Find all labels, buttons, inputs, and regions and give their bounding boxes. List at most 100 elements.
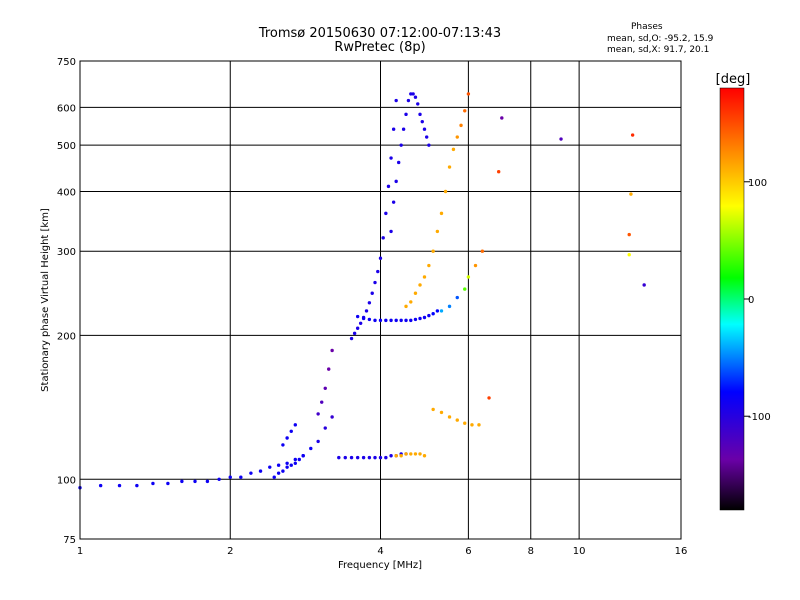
data-point (473, 263, 478, 268)
data-point (470, 423, 474, 427)
data-point (135, 483, 139, 488)
data-point (281, 443, 285, 447)
y-tick-label: 300 (57, 247, 76, 258)
data-point (343, 455, 347, 460)
data-point (367, 455, 372, 460)
data-point (330, 348, 334, 353)
data-point (285, 465, 289, 469)
data-point (418, 316, 422, 321)
data-points (78, 92, 646, 490)
data-point (443, 189, 448, 194)
data-point (384, 318, 388, 323)
data-point (418, 452, 422, 456)
data-point (394, 318, 398, 323)
data-point (413, 95, 418, 99)
data-point (431, 312, 435, 316)
data-point (399, 318, 403, 323)
colorbar-tick-label: 0 (748, 295, 754, 306)
x-axis-label: Frequency [MHz] (338, 560, 422, 571)
colorbar-label: [deg] (716, 72, 751, 87)
data-point (389, 318, 393, 323)
data-point (355, 455, 360, 460)
x-tick-label: 8 (528, 546, 534, 557)
data-point (381, 236, 385, 240)
data-point (285, 461, 289, 466)
data-point (323, 386, 327, 391)
data-point (401, 127, 406, 131)
data-point (455, 295, 459, 300)
data-point (389, 454, 393, 458)
data-point (477, 423, 481, 427)
data-point (389, 156, 393, 160)
data-point (404, 318, 408, 323)
colorbar-tick-label: 100 (748, 178, 767, 189)
data-point (409, 92, 413, 96)
data-point (422, 127, 427, 131)
data-point (459, 123, 463, 128)
colorbar-tick-label: -100 (748, 412, 771, 423)
data-point (413, 452, 418, 456)
x-tick-label: 4 (377, 546, 383, 557)
data-point (455, 135, 459, 139)
data-point (406, 98, 411, 103)
data-point (258, 469, 263, 473)
data-point (409, 318, 413, 323)
data-point (427, 143, 431, 147)
data-point (205, 479, 210, 484)
data-point (463, 421, 467, 425)
data-point (642, 283, 646, 287)
y-tick-label: 500 (57, 141, 76, 152)
data-point (378, 256, 383, 260)
data-point (399, 143, 403, 147)
data-point (301, 454, 305, 458)
data-point (435, 229, 440, 234)
data-point (193, 479, 197, 484)
data-point (268, 465, 272, 469)
data-point (217, 477, 221, 481)
data-point (480, 249, 485, 253)
data-point (309, 446, 313, 451)
data-point (463, 109, 467, 113)
data-point (487, 396, 491, 400)
x-tick-label: 10 (573, 546, 586, 557)
data-point (370, 291, 374, 295)
colorbar-ticks: 100 0 -100 (744, 178, 771, 423)
data-point (373, 455, 377, 460)
x-tick-label: 6 (465, 546, 471, 557)
chart-subtitle: RwPretec (8p) (334, 40, 426, 55)
data-point (293, 461, 298, 466)
data-point (276, 463, 281, 467)
data-point (355, 326, 360, 330)
data-point (327, 367, 331, 371)
data-point (297, 457, 301, 462)
x-axis-ticks: 1 2 4 6 8 10 16 (77, 546, 688, 557)
grid-lines (79, 60, 682, 540)
data-point (439, 309, 444, 313)
data-point (249, 471, 253, 475)
data-point (293, 423, 298, 427)
data-point (418, 112, 422, 117)
data-point (630, 133, 635, 137)
data-point (316, 412, 320, 416)
data-point (424, 135, 429, 139)
y-tick-label: 75 (63, 535, 76, 546)
data-point (389, 229, 393, 234)
data-point (422, 275, 427, 279)
data-point (355, 314, 360, 319)
data-point (420, 119, 424, 124)
x-tick-label: 16 (675, 546, 688, 557)
data-point (386, 184, 391, 189)
data-point (404, 452, 408, 456)
data-point (323, 426, 327, 430)
plot-frame (79, 60, 682, 540)
data-point (98, 483, 103, 488)
data-point (352, 331, 357, 336)
data-point (422, 454, 427, 458)
data-point (431, 249, 435, 253)
data-point (276, 471, 281, 475)
y-tick-label: 600 (57, 103, 76, 114)
data-point (466, 92, 471, 96)
y-axis-label: Stationary phase Virtual Height [km] (40, 208, 51, 392)
x-tick-label: 2 (227, 546, 233, 557)
data-point (364, 309, 369, 313)
